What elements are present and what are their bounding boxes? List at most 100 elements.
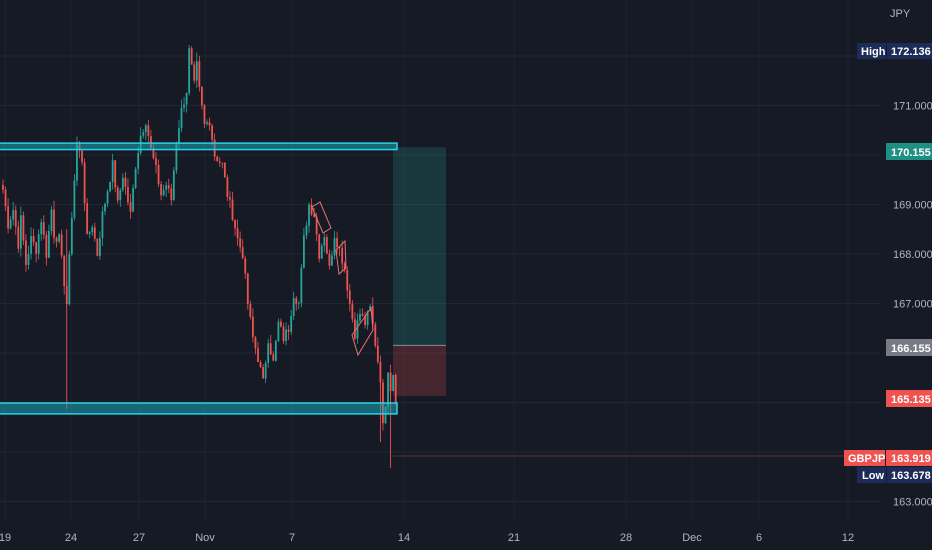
candle-body [193, 64, 196, 81]
candle-body [195, 61, 198, 81]
candle-body [167, 185, 170, 189]
candle-body [239, 238, 242, 248]
time-tick-label: 12 [842, 532, 854, 544]
time-tick-label: 28 [620, 532, 632, 544]
candle-body [290, 315, 293, 332]
candle-body [162, 189, 165, 196]
resistance-zone[interactable] [0, 142, 398, 151]
candle-body [331, 255, 333, 266]
upper-zone-tag-box [886, 143, 932, 160]
candle-body [9, 219, 12, 229]
candle-body [241, 247, 244, 259]
price-axis[interactable]: JPY 163.000 167.000 168.000 169.000 171.000 [890, 8, 932, 509]
current-price-box [886, 450, 932, 466]
candle-body [348, 290, 351, 304]
candle-body [221, 162, 224, 164]
candle-body [134, 168, 137, 188]
low-value-box [887, 467, 932, 483]
candle-body [178, 128, 180, 143]
low-label-box [857, 467, 886, 483]
entry-tag-value: 166.155 [891, 343, 931, 355]
long-position-tool[interactable] [393, 147, 446, 396]
candle-body [37, 234, 40, 254]
candle-body [4, 189, 7, 207]
candle-body [244, 258, 247, 274]
symbol-label-box [844, 450, 885, 466]
flag-drawing-2[interactable] [335, 239, 347, 275]
support-zone[interactable] [0, 402, 398, 415]
time-tick-label: Nov [195, 532, 215, 544]
time-tick-label: 21 [508, 532, 520, 544]
candle-body [45, 234, 48, 258]
candle-body [198, 61, 201, 87]
candle-body [150, 136, 152, 149]
flag-drawing-1[interactable] [311, 201, 332, 234]
candle-body [384, 407, 387, 424]
candle-body [76, 144, 78, 181]
entry-tag: 166.155 [886, 339, 932, 356]
wedge-drawing[interactable] [351, 306, 374, 357]
candle-body [254, 337, 257, 349]
candle-body [313, 214, 315, 217]
candle-body [323, 237, 326, 246]
time-axis[interactable]: 19 24 27 Nov 7 14 21 28 Dec 6 12 [0, 532, 854, 544]
loss-zone[interactable] [393, 345, 446, 396]
candle-body [93, 227, 96, 239]
time-tick-label: 6 [756, 532, 762, 544]
candle-body [132, 187, 134, 212]
candle-body [53, 209, 55, 238]
candle-body [257, 348, 259, 363]
price-tick-label: 171.000 [893, 101, 932, 113]
candle-body [236, 228, 239, 239]
candle-body [88, 232, 91, 234]
high-label-box [857, 43, 886, 59]
high-value-box [887, 43, 932, 59]
candle-body [315, 216, 318, 235]
candle-body [114, 160, 117, 188]
candle-body [231, 199, 234, 220]
candle-body [346, 269, 349, 291]
candle-body [63, 255, 66, 287]
candle-body [392, 374, 395, 392]
candle-body [246, 273, 249, 304]
candle-body [343, 263, 346, 270]
time-tick-label: 27 [133, 532, 145, 544]
candle-body [308, 204, 310, 226]
candle-body [165, 185, 168, 190]
profit-zone[interactable] [393, 147, 446, 346]
candle-body [267, 343, 270, 363]
candle-body [216, 156, 219, 162]
stop-tag-box [886, 390, 932, 407]
candle-body [356, 320, 359, 339]
high-label: High [861, 46, 886, 58]
time-tick-label: 14 [398, 532, 410, 544]
current-price-value: 163.919 [891, 453, 931, 465]
price-tick-label: 169.000 [893, 200, 932, 212]
time-tick-label: 24 [65, 532, 77, 544]
candle-body [155, 158, 157, 165]
candle-body [320, 245, 323, 259]
candle-body [354, 319, 356, 339]
candle-body [111, 160, 114, 182]
candle-body [287, 329, 290, 332]
upper-zone-tag-value: 170.155 [891, 147, 931, 159]
candle-body [211, 125, 213, 140]
candle-body [333, 237, 336, 256]
time-tick-label: 7 [289, 532, 295, 544]
candle-body [121, 177, 124, 190]
candles-group [2, 45, 397, 468]
symbol-label: GBPJPY [848, 453, 893, 465]
price-tick-label: 163.000 [893, 497, 932, 509]
candle-body [157, 164, 160, 185]
candle-body [223, 162, 226, 178]
candle-body [379, 361, 382, 383]
low-label: Low [862, 470, 884, 482]
candle-body [325, 237, 328, 254]
candle-body [338, 247, 341, 248]
wedge-pattern-drawings[interactable] [311, 201, 374, 357]
candle-body [206, 122, 208, 124]
candle-body [19, 215, 22, 249]
candle-body [40, 222, 43, 235]
candle-body [361, 313, 364, 316]
